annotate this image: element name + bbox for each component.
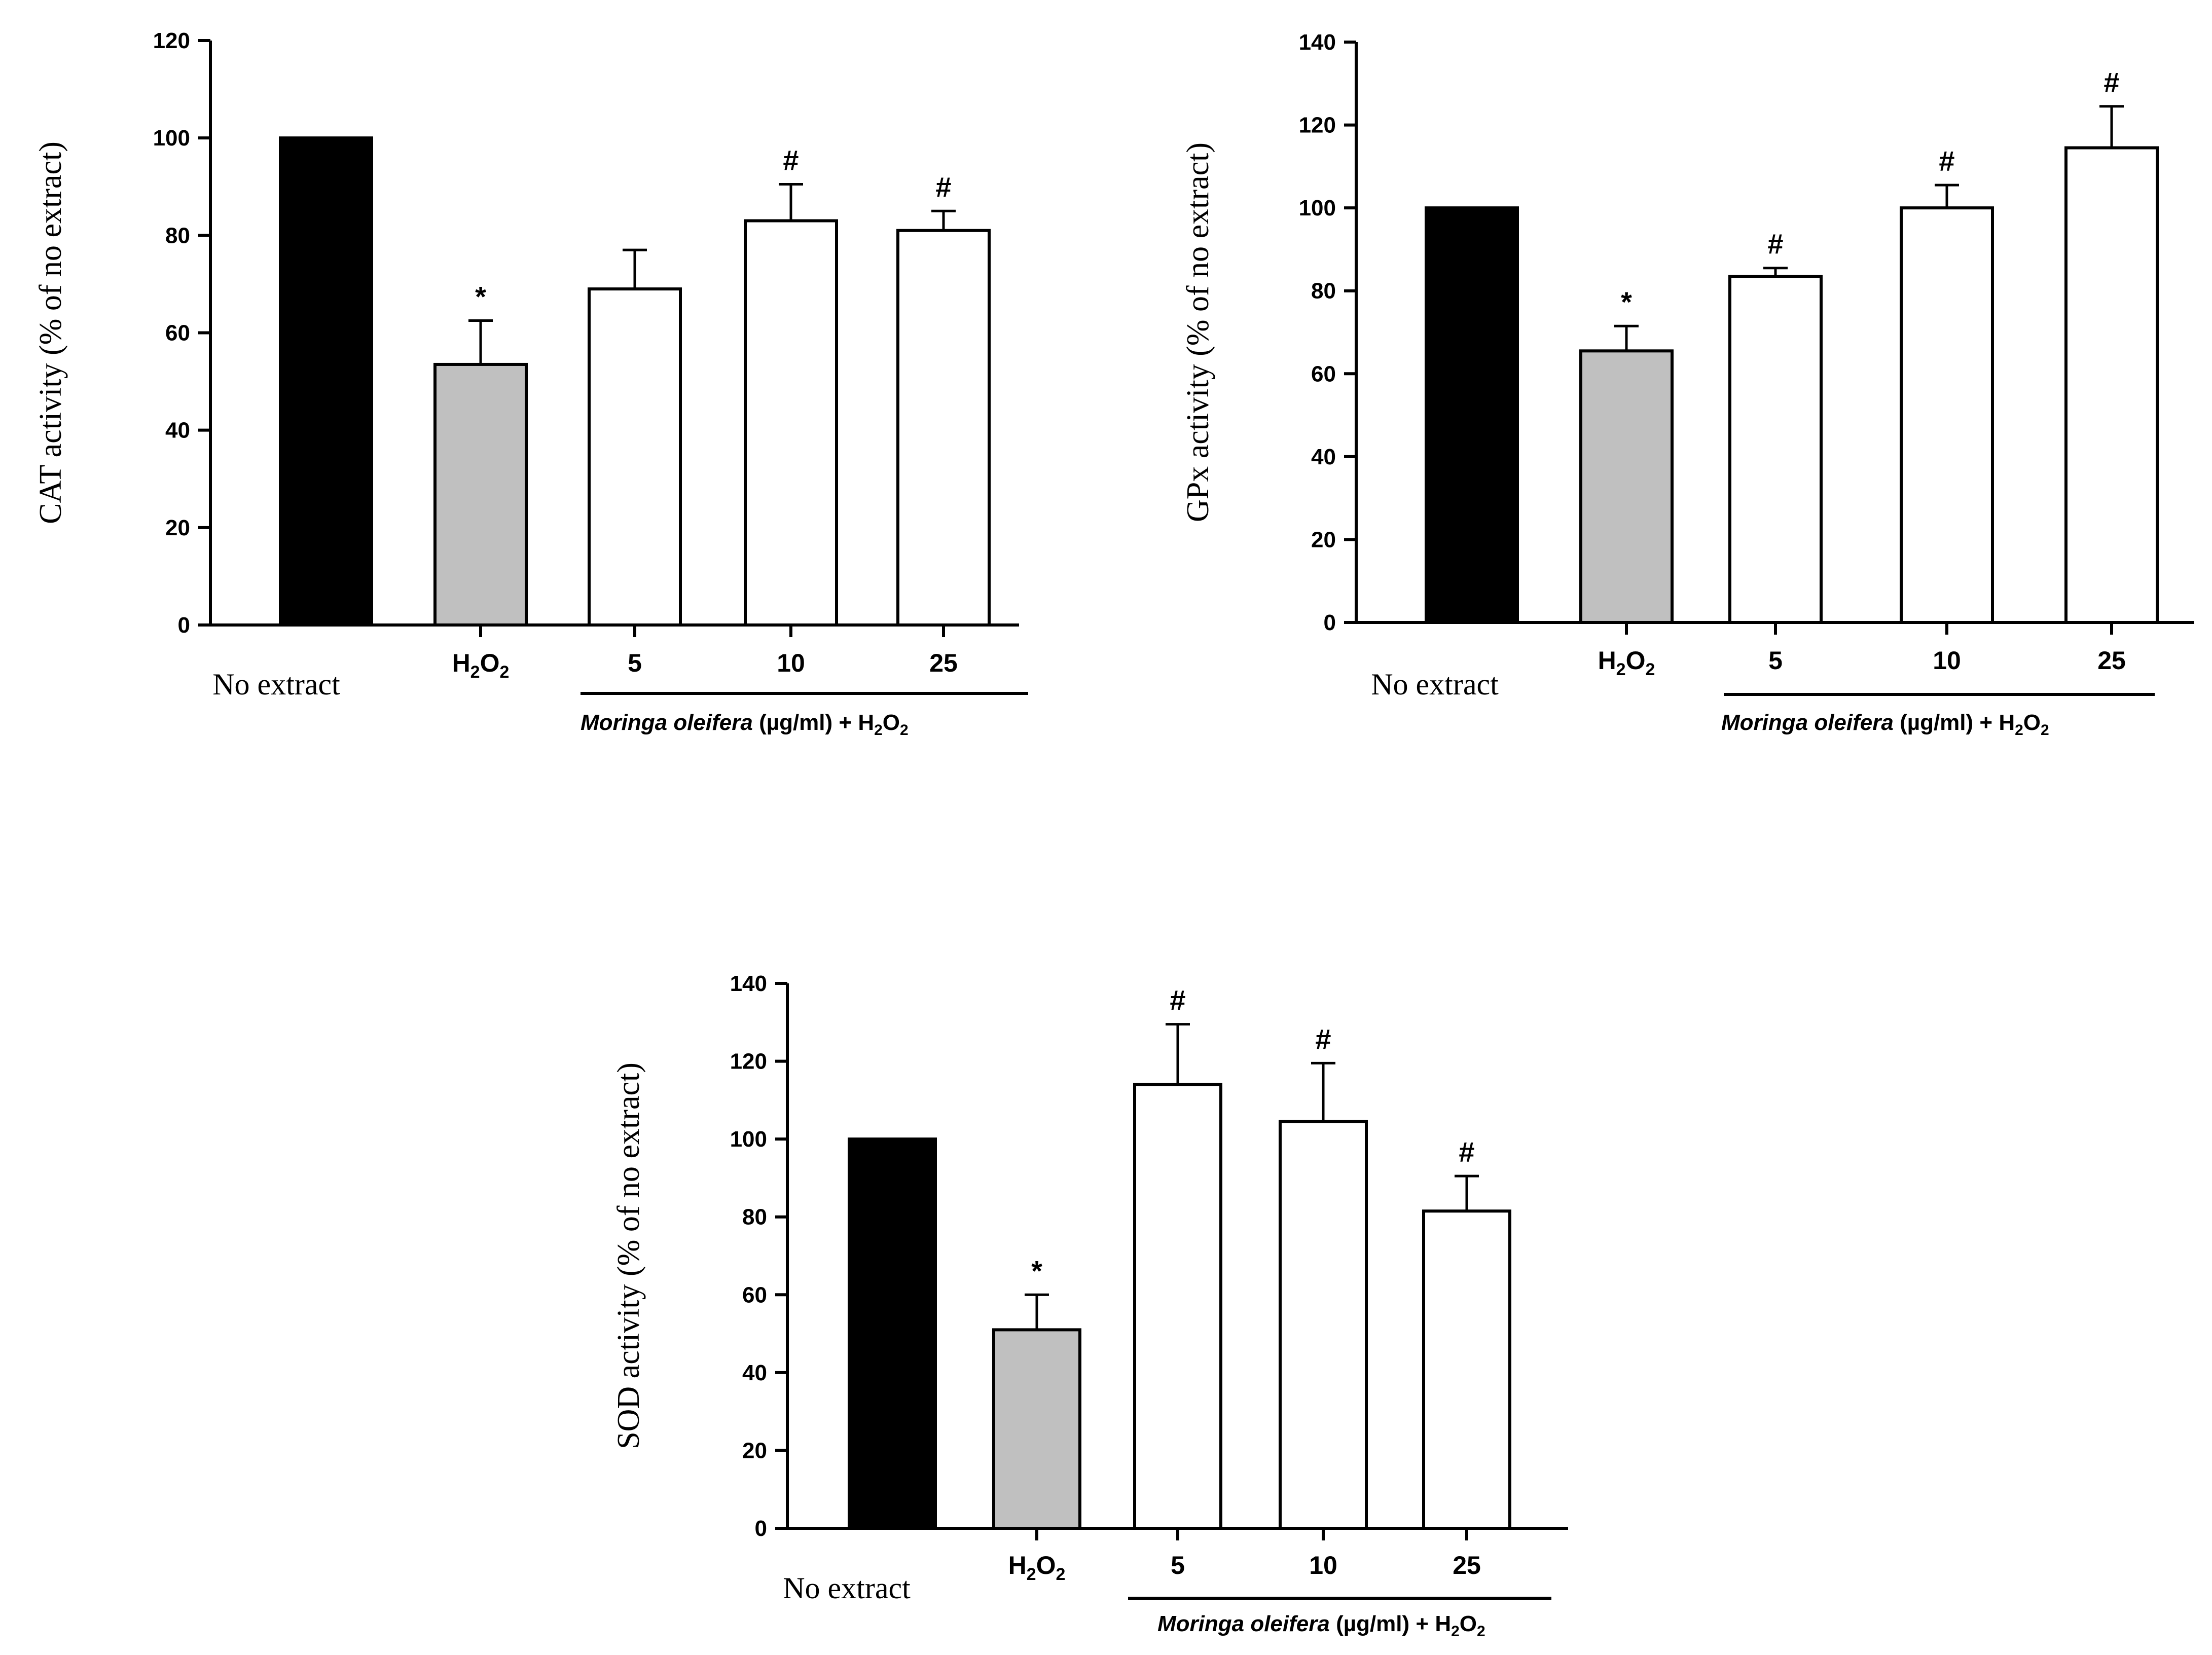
y-tick-label: 0 bbox=[1324, 610, 1336, 635]
y-tick-label: 20 bbox=[1311, 527, 1336, 552]
group-label: Moringa oleifera (µg/ml) + H2O2 bbox=[1721, 710, 2049, 739]
x-label-h2o2: H2O2 bbox=[452, 649, 510, 682]
significance-hash: # bbox=[1315, 1023, 1331, 1055]
bar-h2o2 bbox=[1579, 349, 1674, 624]
bar-5 bbox=[588, 287, 682, 627]
gpx-activity-chart: 0 20 40 60 80 100 120 140 GPx activity (% of no … bbox=[1181, 30, 2194, 739]
x-label-h2o2: H2O2 bbox=[1008, 1551, 1066, 1584]
x-label-no-extract: No extract bbox=[1371, 668, 1499, 701]
y-tick-label: 80 bbox=[1311, 279, 1336, 304]
significance-hash: # bbox=[1459, 1136, 1474, 1168]
x-label-dose: 5 bbox=[628, 649, 642, 677]
y-tick-label: 80 bbox=[742, 1205, 767, 1230]
group-label: Moringa oleifera (µg/ml) + H2O2 bbox=[581, 710, 909, 739]
bar-10 bbox=[744, 219, 838, 627]
significance-hash: # bbox=[1939, 145, 1954, 177]
sod-activity-chart: 0 20 40 60 80 100 120 140 SOD activity (% of no … bbox=[611, 971, 1568, 1640]
x-label-dose: 5 bbox=[1768, 646, 1783, 675]
x-label-no-extract: No extract bbox=[212, 668, 340, 701]
y-tick-label: 0 bbox=[178, 613, 190, 638]
y-axis-label: GPx activity (% of no extract) bbox=[1181, 142, 1215, 522]
y-tick-label: 60 bbox=[1311, 361, 1336, 386]
y-tick-label: 0 bbox=[755, 1516, 767, 1541]
bar-no-extract bbox=[279, 136, 373, 627]
significance-hash: # bbox=[1170, 984, 1185, 1016]
bar-h2o2 bbox=[433, 362, 528, 627]
x-label-dose: 10 bbox=[1933, 646, 1961, 675]
y-tick-label: 40 bbox=[742, 1360, 767, 1385]
bar-no-extract bbox=[848, 1137, 937, 1530]
y-tick-label: 120 bbox=[153, 28, 190, 53]
y-tick-label: 120 bbox=[1299, 113, 1336, 138]
x-label-dose: 10 bbox=[777, 649, 805, 677]
y-tick-label: 100 bbox=[1299, 196, 1336, 220]
bar-10 bbox=[1900, 206, 1994, 624]
y-tick-label: 140 bbox=[1299, 30, 1336, 55]
bar-5 bbox=[1728, 275, 1823, 624]
x-label-no-extract: No extract bbox=[783, 1571, 911, 1605]
significance-hash: # bbox=[783, 144, 799, 176]
y-axis-label: SOD activity (% of no extract) bbox=[611, 1062, 646, 1449]
y-tick-label: 60 bbox=[165, 321, 190, 346]
group-label: Moringa oleifera (µg/ml) + H2O2 bbox=[1157, 1611, 1485, 1640]
x-label-dose: 25 bbox=[1453, 1551, 1481, 1579]
y-tick-label: 140 bbox=[730, 971, 767, 996]
x-label-dose: 25 bbox=[929, 649, 958, 677]
y-axis-label: CAT activity (% of no extract) bbox=[33, 141, 68, 524]
bar-25 bbox=[1422, 1209, 1511, 1530]
significance-hash: # bbox=[2104, 66, 2119, 98]
y-tick-label: 60 bbox=[742, 1282, 767, 1307]
significance-hash: # bbox=[1767, 228, 1783, 260]
significance-hash: # bbox=[935, 171, 951, 203]
y-tick-label: 20 bbox=[165, 516, 190, 540]
bar-25 bbox=[2064, 146, 2159, 624]
significance-asterisk: * bbox=[475, 280, 486, 312]
y-tick-label: 80 bbox=[165, 223, 190, 248]
bar-10 bbox=[1279, 1120, 1368, 1530]
y-tick-label: 40 bbox=[165, 418, 190, 443]
cat-activity-chart: 0 20 40 60 80 100 120 CAT activity (% of no ext… bbox=[33, 28, 1028, 739]
y-tick-label: 40 bbox=[1311, 445, 1336, 469]
bar-h2o2 bbox=[992, 1328, 1081, 1530]
y-tick-label: 100 bbox=[153, 126, 190, 151]
significance-asterisk: * bbox=[1621, 286, 1632, 318]
bar-no-extract bbox=[1425, 206, 1519, 624]
y-tick-label: 100 bbox=[730, 1127, 767, 1152]
x-label-dose: 5 bbox=[1171, 1551, 1185, 1579]
x-label-h2o2: H2O2 bbox=[1598, 646, 1655, 679]
y-tick-label: 120 bbox=[730, 1049, 767, 1074]
x-label-dose: 25 bbox=[2097, 646, 2126, 675]
y-tick-label: 20 bbox=[742, 1438, 767, 1463]
bar-5 bbox=[1133, 1083, 1222, 1530]
bar-25 bbox=[896, 229, 991, 627]
x-label-dose: 10 bbox=[1309, 1551, 1337, 1579]
significance-asterisk: * bbox=[1031, 1255, 1042, 1286]
